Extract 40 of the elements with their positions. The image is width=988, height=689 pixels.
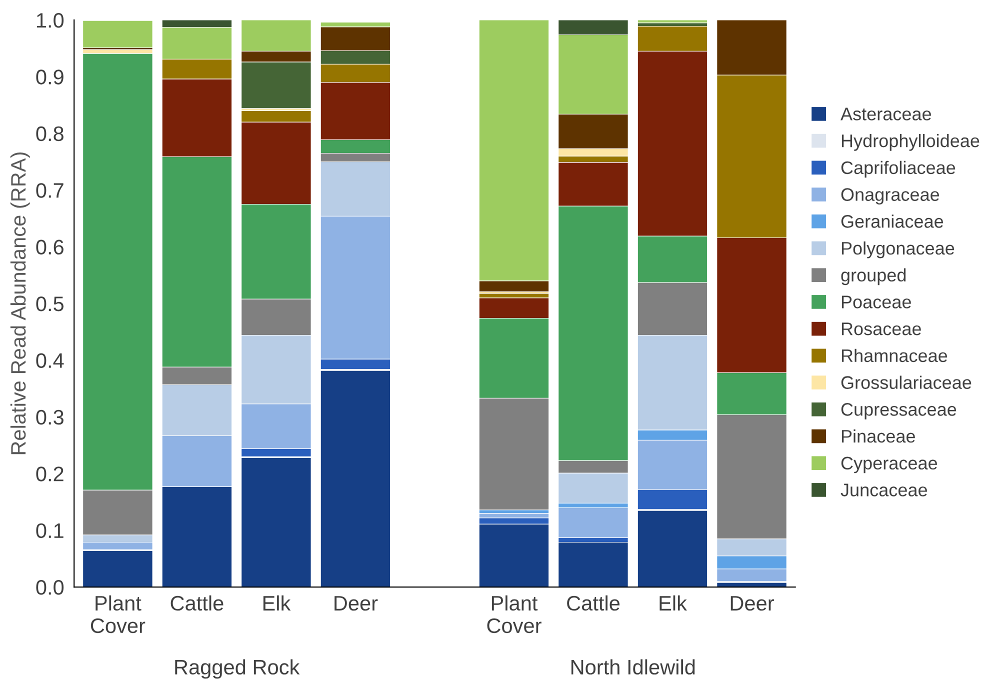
y-tick-label: 0.3 (36, 410, 64, 425)
bar (637, 20, 708, 24)
x-tick-label: Deer (334, 596, 378, 611)
legend-label: Rhamnaceae (842, 348, 948, 362)
x-tick-label: Cattle (170, 595, 224, 611)
y-tick-label: 0.7 (36, 183, 64, 198)
text: Ragged Rock (175, 659, 300, 679)
legend-label: Asteraceae (840, 108, 932, 120)
legend-label: Rosaceae (842, 322, 921, 336)
x-tick-label: Plant Cover (90, 595, 146, 634)
y-tick-label: 0.1 (36, 523, 64, 538)
legend-label: Pinaceae (842, 429, 915, 443)
legend-label: Geraniaceae (841, 214, 944, 228)
y-tick-label: 0.8 (36, 126, 64, 142)
y-tick-label: 0.5 (36, 296, 64, 312)
legend-label: Cupressaceae (841, 403, 956, 420)
y-tick-label: 0.9 (36, 70, 64, 84)
legend-label: Caprifoliaceae (841, 160, 956, 178)
x-tick-label: Elk (263, 595, 291, 610)
text: North Idlewild (571, 659, 695, 675)
y-tick-label: 0.2 (36, 466, 64, 482)
bar (82, 20, 153, 48)
legend-label: Onagraceae (841, 188, 940, 205)
y-tick-label: 0.6 (36, 240, 64, 255)
x-tick-label: Cattle (567, 595, 620, 611)
y-tick-label: 0.4 (36, 353, 64, 368)
legend-label: grouped (841, 268, 906, 286)
bar (558, 542, 628, 588)
legend-label: Hydrophylloideae (842, 134, 980, 151)
legend-label: Cyperaceae (841, 456, 938, 474)
x-tick-label: Plant Cover (487, 595, 542, 634)
x-tick-label: Deer (730, 596, 774, 611)
x-tick-label: Elk (660, 595, 687, 610)
legend-label: Poaceae (842, 296, 911, 308)
legend-label: Juncaceae (840, 484, 928, 496)
legend-label: Grossulariaceae (841, 376, 972, 389)
legend-label: Polygonaceae (842, 241, 954, 258)
y-tick-label: 1.0 (37, 12, 64, 28)
y-tick-label: 0.0 (36, 580, 64, 595)
y-axis-title: Relative Read Abundance (RRA) (10, 152, 30, 454)
